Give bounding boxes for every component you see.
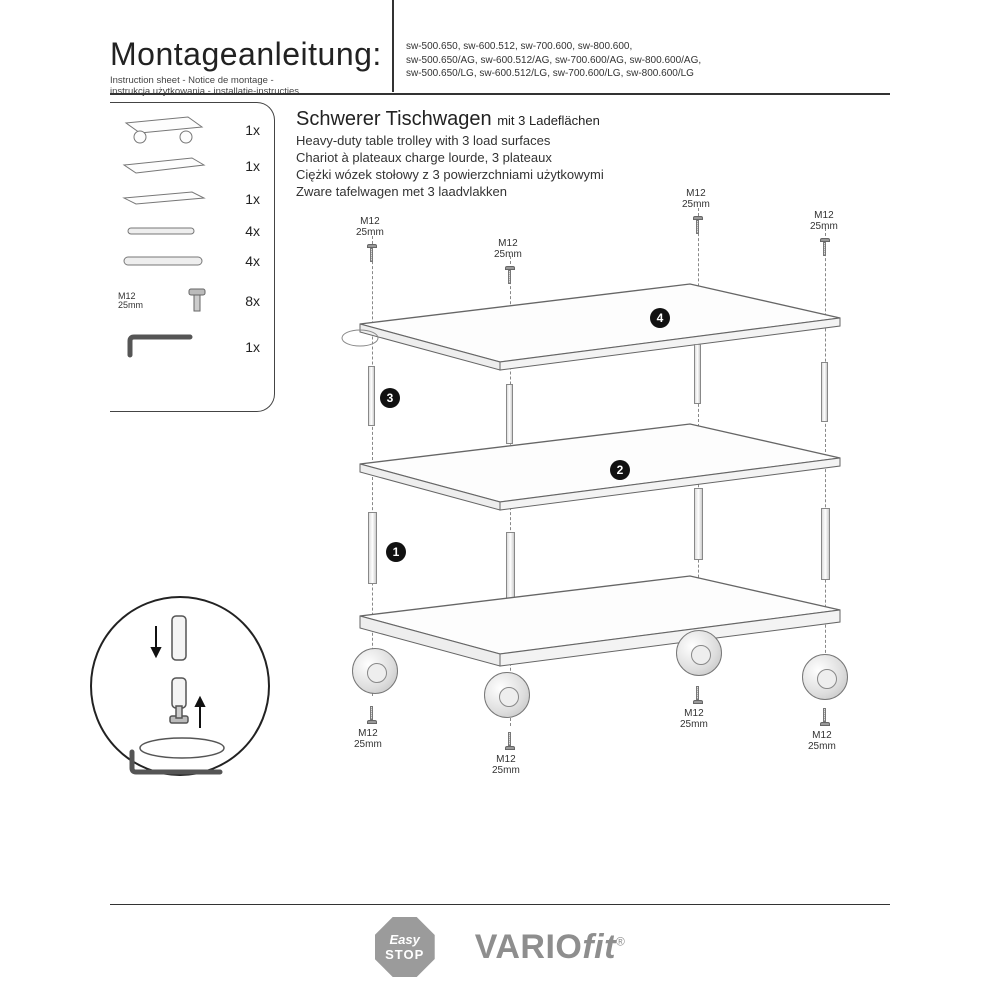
product-title-de: Schwerer Tischwagen mit 3 Ladeflächen [296,108,856,131]
header-divider [392,0,394,92]
easystop-logo: Easy STOP [375,917,435,977]
bolt-icon [508,732,511,746]
bolt-label: M1225mm [492,754,520,776]
bolt-icon [505,746,515,750]
bolt-icon [693,700,703,704]
bolt-label: M1225mm [808,730,836,752]
part-tube-icon [118,254,208,268]
model-line: sw-500.650, sw-600.512, sw-700.600, sw-8… [406,40,701,54]
bolt-icon [367,720,377,724]
part-shelf-icon [118,189,208,209]
parts-row: 4x [118,223,268,239]
parts-row: 4x [118,253,268,269]
callout-3: 3 [380,388,400,408]
model-line: sw-500.650/LG, sw-600.512/LG, sw-700.600… [406,67,701,81]
part-label: M12 25mm [118,292,148,311]
bolt-label: M1225mm [810,210,838,232]
bolt-icon [820,722,830,726]
part-shelf-icon [118,155,208,177]
footer: Easy STOP VARIOfit® [110,904,890,977]
easystop-line1: Easy [390,932,420,947]
product-title-en: Heavy-duty table trolley with 3 load sur… [296,133,856,148]
wheel-icon [676,630,722,676]
header-rule [110,93,890,95]
shelf-top [320,276,860,376]
exploded-diagram: M1225mm M1225mm M1225mm M1225mm 4 3 [280,216,880,776]
part-qty: 1x [245,191,260,207]
part-base-icon [118,113,208,147]
bolt-label: M1225mm [680,708,708,730]
product-title-main: Schwerer Tischwagen [296,108,492,130]
wheel-icon [802,654,848,700]
bolt-label: M1225mm [494,238,522,260]
callout-4: 4 [650,308,670,328]
shelf-middle [320,416,860,516]
part-bolt-icon [177,287,217,315]
registered-icon: ® [616,934,625,948]
part-qty: 1x [245,339,260,355]
product-title-pl: Ciężki wózek stołowy z 3 powierzchniami … [296,167,856,182]
bolt-label: M1225mm [354,728,382,750]
parts-row: M12 25mm 8x [118,287,268,315]
wheel-icon [484,672,530,718]
variofit-logo: VARIOfit® [475,928,626,967]
parts-row: 1x [118,333,268,361]
product-title-nl: Zware tafelwagen met 3 laadvlakken [296,184,856,199]
parts-row: 1x [118,113,268,147]
product-title-sub: mit 3 Ladeflächen [497,113,600,128]
tube-icon [694,488,703,560]
part-tube-icon [118,224,208,238]
model-line: sw-500.650/AG, sw-600.512/AG, sw-700.600… [406,54,701,68]
parts-row: 1x [118,155,268,177]
callout-1: 1 [386,542,406,562]
part-qty: 1x [245,158,260,174]
parts-panel: 1x 1x 1x 4x 4x [110,102,275,412]
part-qty: 4x [245,253,260,269]
assembly-detail-circle [90,596,270,776]
parts-row: 1x [118,189,268,209]
bolt-icon [370,248,373,262]
part-qty: 8x [245,293,260,309]
bolt-label: M1225mm [356,216,384,238]
detail-illustration [92,598,272,778]
tube-icon [821,362,828,422]
bolt-label: M1225mm [682,188,710,210]
variofit-pre: VARIO [475,928,583,966]
model-list: sw-500.650, sw-600.512, sw-700.600, sw-8… [406,40,701,81]
variofit-fit: fit [582,928,616,966]
bolt-icon [370,706,373,720]
shelf-base [320,568,860,678]
part-allenkey-icon [118,333,208,361]
wheel-icon [352,648,398,694]
bolt-icon [696,686,699,700]
product-title-block: Schwerer Tischwagen mit 3 Ladeflächen He… [296,108,856,199]
bolt-icon [823,708,826,722]
part-qty: 4x [245,223,260,239]
callout-2: 2 [610,460,630,480]
tube-icon [694,344,701,404]
easystop-line2: STOP [385,947,424,962]
bolt-icon [823,242,826,256]
bolt-icon [696,220,699,234]
product-title-fr: Chariot à plateaux charge lourde, 3 plat… [296,150,856,165]
part-qty: 1x [245,122,260,138]
